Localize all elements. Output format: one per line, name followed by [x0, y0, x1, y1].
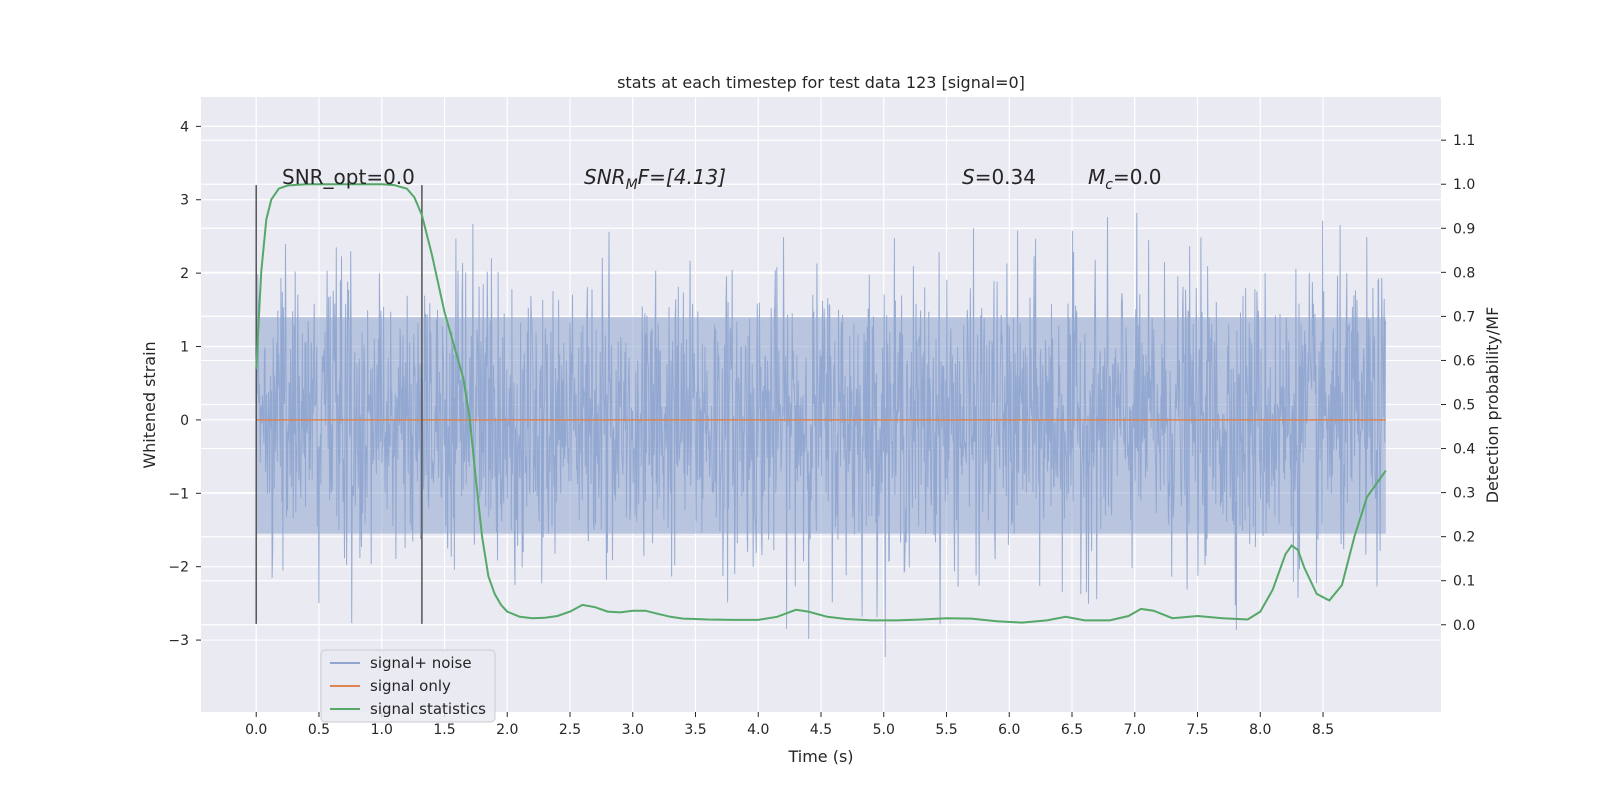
- signal-statistics-series: [255, 183, 1387, 624]
- legend: signal+ noise signal only signal statist…: [320, 649, 496, 723]
- x-tick-label: 8.0: [1249, 722, 1271, 738]
- signal-noise-series: [255, 212, 1387, 658]
- y2-tick-label: 0.9: [1453, 221, 1475, 237]
- y2-tick-label: 0.0: [1453, 618, 1475, 634]
- annotation-snr-opt: SNR_opt=0.0: [282, 165, 415, 189]
- annotation-mc: Mc=0.0: [1088, 165, 1162, 193]
- annotation-s: S=0.34: [962, 165, 1036, 189]
- chart-title: stats at each timestep for test data 123…: [617, 73, 1025, 92]
- legend-label-signal: signal only: [370, 677, 451, 695]
- x-tick-label: 4.5: [810, 722, 832, 738]
- x-tick-label: 5.5: [935, 722, 957, 738]
- y2-axis-ticks: 0.0 0.1 0.2 0.3 0.4 0.5 0.6 0.7 0.8 0.9 1.0 1.1: [1441, 133, 1475, 634]
- y-tick-label: 4: [180, 119, 189, 135]
- y-tick-label: −3: [168, 633, 189, 649]
- y2-tick-label: 1.0: [1453, 177, 1475, 193]
- y2-tick-label: 0.6: [1453, 353, 1475, 369]
- x-tick-label: 1.0: [371, 722, 393, 738]
- y-tick-label: −1: [168, 486, 189, 502]
- x-tick-label: 2.5: [559, 722, 581, 738]
- y2-tick-label: 0.5: [1453, 398, 1475, 414]
- y2-tick-label: 0.3: [1453, 486, 1475, 502]
- y-tick-label: 2: [180, 266, 189, 282]
- x-tick-label: 5.0: [873, 722, 895, 738]
- y2-axis-label: Detection probability/MF: [1483, 307, 1502, 504]
- x-tick-label: 3.0: [622, 722, 644, 738]
- y-axis-ticks: −3 −2 −1 0 1 2 3 4: [168, 119, 201, 649]
- signal-statistics-line: [255, 183, 1387, 624]
- y2-tick-label: 0.1: [1453, 574, 1475, 590]
- signal-noise-band: [256, 317, 1386, 534]
- annotations: SNR_opt=0.0 SNRMF=[4.13] S=0.34 Mc=0.0: [282, 165, 1162, 193]
- y-axis-label: Whitened strain: [140, 341, 159, 468]
- y2-tick-label: 0.4: [1453, 442, 1475, 458]
- legend-label-noise: signal+ noise: [370, 654, 472, 672]
- y-tick-label: 3: [180, 193, 189, 209]
- x-tick-label: 7.5: [1186, 722, 1208, 738]
- x-tick-label: 0.0: [245, 722, 267, 738]
- x-tick-label: 0.5: [308, 722, 330, 738]
- y-tick-label: −2: [168, 560, 189, 576]
- x-tick-label: 6.0: [998, 722, 1020, 738]
- x-tick-label: 4.0: [747, 722, 769, 738]
- marker-lines: [255, 185, 423, 624]
- x-tick-label: 8.5: [1312, 722, 1334, 738]
- x-tick-label: 3.5: [684, 722, 706, 738]
- x-tick-label: 2.0: [496, 722, 518, 738]
- x-axis-label: Time (s): [787, 747, 853, 766]
- legend-label-stats: signal statistics: [370, 700, 486, 718]
- x-tick-label: 7.0: [1124, 722, 1146, 738]
- y2-tick-label: 1.1: [1453, 133, 1475, 149]
- y-tick-label: 0: [180, 413, 189, 429]
- x-tick-label: 6.5: [1061, 722, 1083, 738]
- y2-tick-label: 0.8: [1453, 265, 1475, 281]
- x-tick-label: 1.5: [433, 722, 455, 738]
- y2-tick-label: 0.7: [1453, 309, 1475, 325]
- x-axis-ticks: 0.0 0.5 1.0 1.5 2.0 2.5 3.0 3.5 4.0 4.5 5.0 5.5 6.0 6…: [245, 712, 1334, 738]
- y-tick-label: 1: [180, 340, 189, 356]
- y2-tick-label: 0.2: [1453, 530, 1475, 546]
- legend-box: [320, 649, 496, 723]
- annotation-snr-mf: SNRMF=[4.13]: [584, 165, 726, 193]
